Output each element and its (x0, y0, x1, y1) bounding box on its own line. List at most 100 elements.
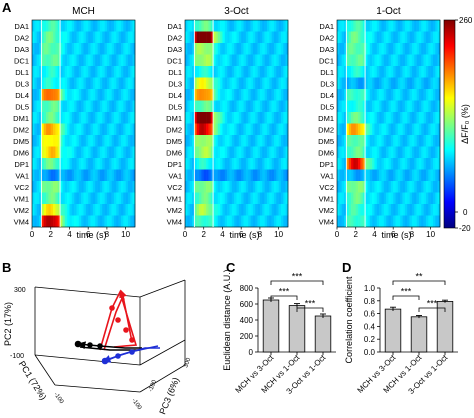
heatmap-cell (189, 169, 193, 182)
heatmap-cell (113, 31, 117, 44)
heatmap-cell (374, 204, 378, 216)
heatmap-cell (243, 66, 247, 78)
heatmap-cell (36, 204, 40, 216)
heatmap-cell (95, 204, 98, 216)
heatmap-cell (199, 158, 202, 170)
heatmap-cell (421, 43, 424, 55)
heatmap-cell (99, 169, 103, 182)
heatmap-cell (430, 100, 434, 113)
heatmap-cell (199, 66, 202, 78)
heatmap-cell (113, 204, 117, 216)
heatmap-cell (390, 66, 394, 78)
heatmap-cell (203, 169, 207, 182)
heatmap-cell (32, 43, 35, 55)
heatmap-cell (362, 135, 366, 147)
heatmap-cell (120, 123, 124, 136)
heatmap-cell (185, 77, 188, 90)
heatmap-cell (367, 204, 371, 216)
heatmap-cell (395, 135, 399, 147)
heatmap-cell (383, 20, 387, 32)
heatmap-cell (57, 123, 61, 136)
heatmap-cell (360, 158, 364, 170)
heatmap-cell (210, 215, 214, 228)
heatmap-cell (430, 169, 434, 182)
heatmap-cell (127, 54, 131, 67)
heatmap-cell (437, 169, 441, 182)
heatmap-cell (372, 89, 375, 101)
heatmap-cell (416, 20, 420, 32)
heatmap-cell (266, 215, 270, 228)
heatmap-cell (351, 89, 354, 101)
heatmap-cell (32, 215, 35, 228)
heatmap-cell (92, 158, 96, 170)
heatmap-cell (39, 43, 42, 55)
heatmap-cell (425, 77, 429, 90)
heatmap-cell (428, 43, 431, 55)
heatmap-cell (206, 43, 209, 55)
heatmap-cell (365, 181, 368, 193)
heatmap-cell (388, 215, 392, 228)
heatmap-cell (192, 135, 195, 147)
heatmap-cell (339, 135, 342, 147)
heatmap-cell (57, 54, 61, 67)
heatmap-cell (88, 169, 91, 182)
heatmap-cell (283, 20, 286, 32)
heatmap-cell (351, 20, 354, 32)
heatmap-cell (344, 54, 347, 67)
heatmap-cell (74, 20, 77, 32)
heatmap-cell (397, 54, 401, 67)
heatmap-cell (215, 192, 219, 205)
heatmap-cell (32, 20, 35, 32)
heatmap-cell (125, 100, 129, 113)
heatmap-cell (88, 204, 91, 216)
heatmap-cell (280, 66, 284, 78)
heatmap-cell (125, 31, 129, 44)
heatmap-cell (192, 215, 195, 228)
heatmap-cell (425, 123, 429, 136)
heatmap-cell (189, 100, 193, 113)
heatmap-cell (102, 20, 105, 32)
heatmap-cell (97, 100, 101, 113)
heatmap-cell (339, 100, 342, 113)
heatmap-cell (425, 100, 429, 113)
heatmap-cell (369, 20, 373, 32)
heatmap-cell (199, 215, 202, 228)
heatmap-cell (99, 20, 103, 32)
heatmap-cell (252, 158, 256, 170)
heatmap-cell (236, 112, 240, 124)
heatmap-cell (120, 31, 124, 44)
heatmap-cell (278, 169, 282, 182)
heatmap-cell (120, 204, 124, 216)
heatmap-cell (132, 66, 136, 78)
heatmap-cell (90, 89, 94, 101)
heatmap-row-label: DA3 (167, 45, 182, 54)
heatmap-cell (400, 146, 403, 159)
heatmap-cell (231, 204, 235, 216)
heatmap-cell (376, 112, 380, 124)
heatmap-cell (132, 123, 136, 136)
panel-letter-d: D (342, 260, 351, 275)
heatmap-cell (92, 100, 96, 113)
heatmap-cell (104, 123, 108, 136)
heatmap-cell (116, 100, 119, 113)
heatmap-cell (120, 146, 124, 159)
heatmap-cell (362, 204, 366, 216)
heatmap-cell (43, 43, 47, 55)
heatmap-cell (388, 123, 392, 136)
heatmap-cell (192, 112, 195, 124)
heatmap-cell (285, 112, 289, 124)
heatmap-cell (83, 31, 87, 44)
heatmap-cell (280, 112, 284, 124)
heatmap-cell (192, 43, 195, 55)
heatmap-cell (196, 100, 200, 113)
heatmap-cell (224, 204, 228, 216)
heatmap-cell (360, 43, 364, 55)
heatmap-cell (53, 77, 56, 90)
heatmap-cell (278, 77, 282, 90)
heatmap-row-label: DA3 (319, 45, 334, 54)
heatmap-cell (222, 192, 226, 205)
heatmap-cell (262, 43, 265, 55)
heatmap-cell (421, 66, 424, 78)
heatmap-cell (189, 135, 193, 147)
heatmap-cell (231, 77, 235, 90)
